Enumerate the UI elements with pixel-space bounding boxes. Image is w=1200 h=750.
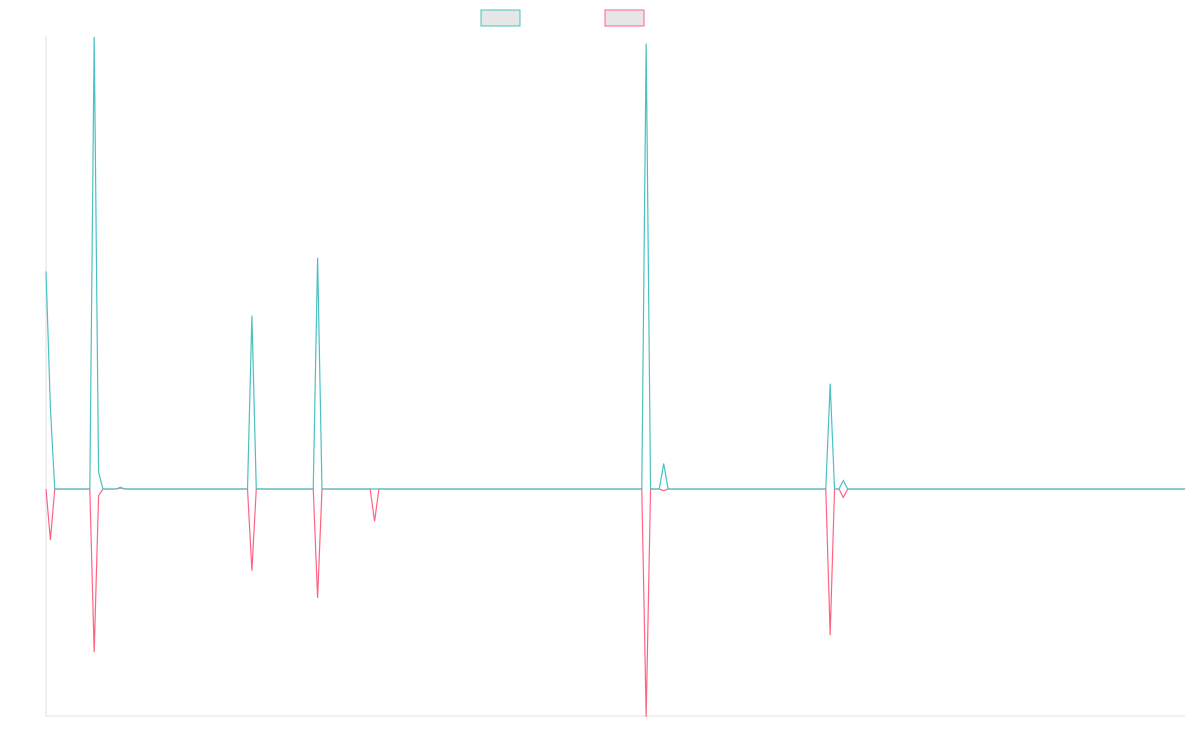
legend-item-2[interactable] <box>604 9 645 27</box>
series-layer <box>45 36 1185 717</box>
legend-swatch-1[interactable] <box>480 9 521 27</box>
legend-item-1[interactable] <box>480 9 521 27</box>
axes <box>45 36 1185 717</box>
legend-swatch-2[interactable] <box>604 9 645 27</box>
series-1-line <box>45 36 1185 490</box>
legend[interactable] <box>480 9 645 27</box>
series-2-line <box>45 487 1185 717</box>
